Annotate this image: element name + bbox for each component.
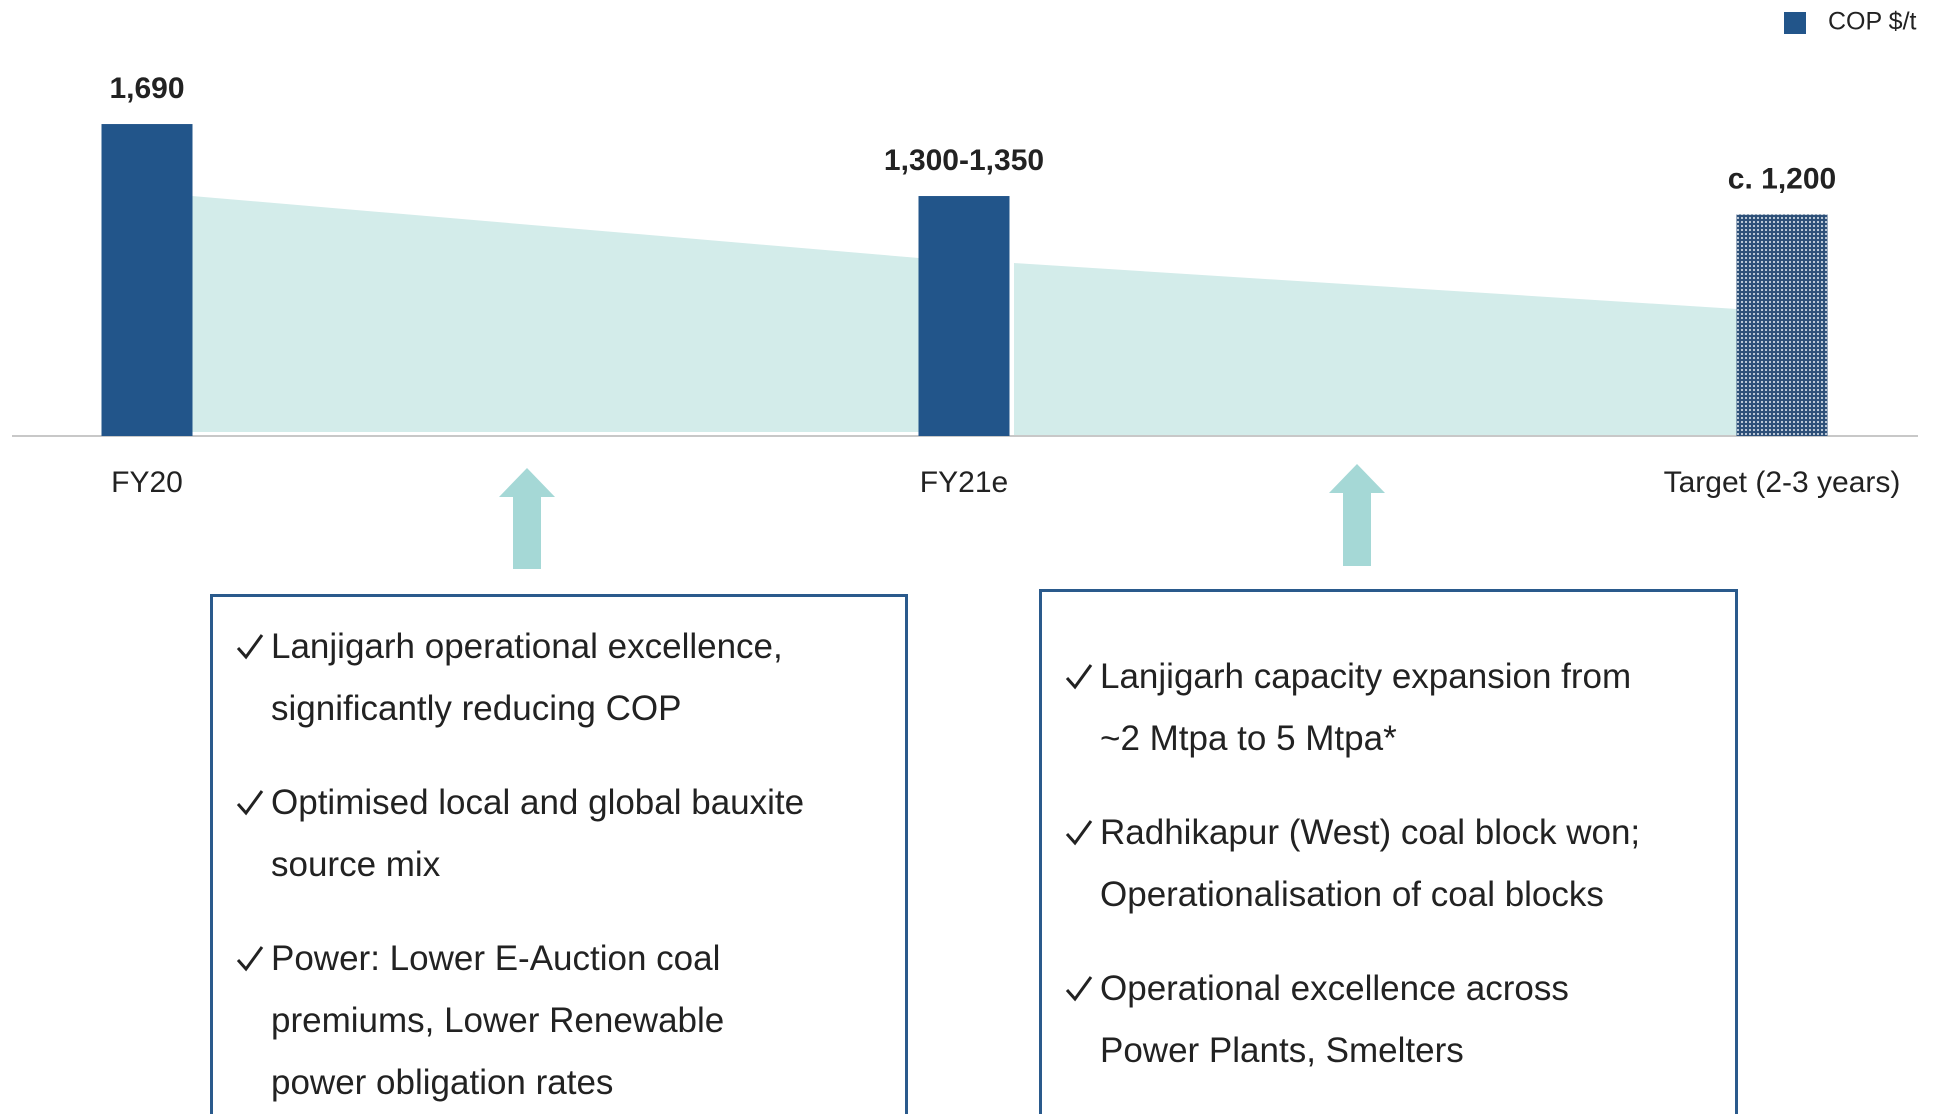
bar [1736,214,1828,436]
legend-swatch [1784,12,1806,34]
trend-area [192,196,919,432]
bar [101,124,193,436]
trend-area [1014,263,1737,436]
bullet-text: power obligation rates [271,1063,614,1102]
value-label: 1,300-1,350 [884,144,1044,177]
check-mark [236,790,264,816]
bullet-text: Operationalisation of coal blocks [1100,875,1604,914]
bullet-item: Power: Lower E-Auction coal premiums, Low… [213,928,905,1114]
bullet-text: Optimised local and global bauxite [271,783,805,822]
check-mark-stroke [1065,820,1093,846]
legend-label: COP $/t [1828,8,1917,36]
check-mark [1065,976,1093,1002]
bar [918,196,1010,436]
check-mark [236,634,264,660]
check-mark-stroke [1065,664,1093,690]
check-mark-stroke [1065,976,1093,1002]
check-mark [236,946,264,972]
arrow [1329,464,1385,566]
bullet-text: Radhikapur (West) coal block won; [1100,813,1641,852]
bullet-text: Power: Lower E-Auction coal [271,939,721,978]
bullet-text: Operational excellence across [1100,969,1569,1008]
bullet-item: Radhikapur (West) coal block won; Operati… [1042,802,1735,926]
bullet-text: Lanjigarh capacity expansion from [1100,657,1632,696]
annotation-box: Lanjigarh capacity expansion from ~2 Mtpa… [1039,589,1738,1114]
bullet-text: source mix [271,845,441,884]
annotation-box: Lanjigarh operational excellence, signifi… [210,594,908,1114]
bullet-text: Lanjigarh operational excellence, [271,627,783,666]
bullet-item: Optimised local and global bauxite source… [213,772,905,896]
bullet-text: ~2 Mtpa to 5 Mtpa* [1100,719,1397,758]
value-label: 1,690 [109,72,184,105]
x-tick-label: Target (2-3 years) [1664,466,1901,499]
bullet-item: Operational excellence across Power Plant… [1042,958,1735,1082]
check-mark [1065,664,1093,690]
check-mark-stroke [236,790,264,816]
bullet-text: significantly reducing COP [271,689,682,728]
check-mark [1065,820,1093,846]
check-mark-stroke [236,946,264,972]
bullet-text: premiums, Lower Renewable [271,1001,725,1040]
x-tick-label: FY21e [920,466,1008,499]
x-tick-label: FY20 [111,466,183,499]
bullet-item: Lanjigarh operational excellence, signifi… [213,616,905,740]
arrow [499,468,555,569]
bullet-text: Power Plants, Smelters [1100,1031,1464,1070]
bullet-item: Lanjigarh capacity expansion from ~2 Mtpa… [1042,646,1735,770]
check-mark-stroke [236,634,264,660]
value-label: c. 1,200 [1728,162,1836,195]
